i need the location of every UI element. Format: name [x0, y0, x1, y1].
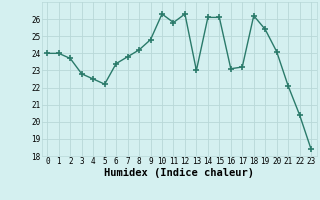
X-axis label: Humidex (Indice chaleur): Humidex (Indice chaleur) — [104, 168, 254, 178]
